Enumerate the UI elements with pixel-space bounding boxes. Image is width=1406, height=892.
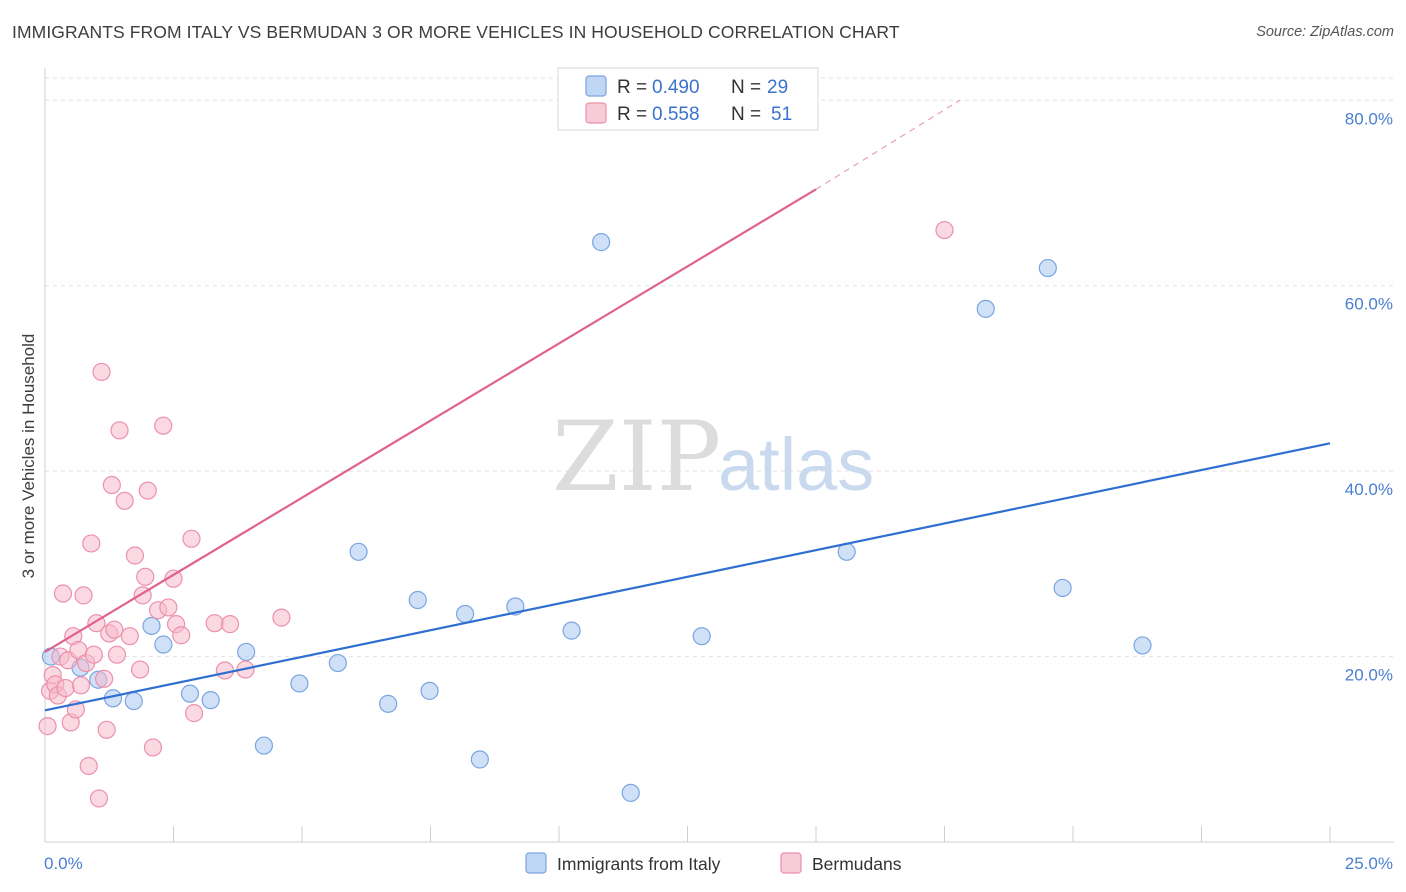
legend-n-value-bermudans: 51: [771, 104, 792, 125]
legend-r-label-bermudans: R =: [617, 104, 647, 125]
point-bermudans: [130, 660, 150, 679]
y-tick-labels: 20.0% 40.0% 60.0% 80.0%: [1345, 109, 1393, 684]
point-italy: [1133, 636, 1152, 655]
axes: [44, 68, 1394, 843]
point-bermudans: [105, 620, 124, 639]
trend-line-bermudans-extension: [815, 99, 961, 190]
point-bermudans: [272, 608, 291, 627]
point-bermudans: [95, 669, 114, 688]
y-tick-label: 20.0%: [1345, 666, 1393, 685]
trend-line-bermudans: [44, 188, 817, 653]
point-bermudans: [38, 717, 57, 736]
trend-lines: [44, 99, 1331, 712]
point-bermudans: [53, 584, 73, 603]
point-bermudans: [138, 481, 157, 500]
point-bermudans: [115, 491, 134, 510]
point-bermudans: [172, 626, 191, 645]
point-bermudans: [136, 567, 155, 586]
y-tick-label: 80.0%: [1345, 109, 1393, 128]
point-bermudans: [102, 475, 121, 495]
watermark-atlas: atlas: [718, 423, 874, 506]
watermark: ZIP atlas: [552, 401, 874, 513]
x-tick-label: 25.0%: [1345, 854, 1393, 873]
point-bermudans: [107, 645, 127, 664]
x-tick-label: 0.0%: [44, 854, 83, 873]
legend-r-value-italy: 0.490: [652, 77, 700, 98]
point-bermudans: [71, 676, 91, 695]
legend-n-label-bermudans: N =: [731, 104, 761, 125]
point-italy: [976, 299, 995, 318]
point-italy: [562, 621, 581, 640]
point-bermudans: [79, 756, 98, 776]
chart-source: Source: ZipAtlas.com: [1256, 24, 1394, 40]
point-bermudans: [143, 738, 163, 757]
legend-swatch-bermudans: [585, 102, 607, 124]
point-italy: [692, 627, 711, 646]
legend-bottom: Immigrants from Italy Bermudans: [525, 852, 902, 874]
point-italy: [621, 783, 640, 802]
point-bermudans: [220, 615, 240, 634]
point-italy: [408, 590, 427, 610]
bottom-legend-label-italy: Immigrants from Italy: [557, 854, 721, 874]
point-bermudans: [159, 598, 178, 617]
chart-title: IMMIGRANTS FROM ITALY VS BERMUDAN 3 OR M…: [12, 22, 900, 42]
point-bermudans: [205, 614, 224, 633]
bottom-legend-label-bermudans: Bermudans: [812, 854, 902, 874]
legend-n-value-italy: 29: [767, 77, 788, 98]
point-italy: [420, 681, 439, 700]
legend-n-label-italy: N =: [731, 77, 761, 98]
point-italy: [142, 616, 161, 636]
y-tick-label: 40.0%: [1345, 480, 1393, 499]
point-bermudans: [97, 720, 116, 739]
y-axis-label: 3 or more Vehicles in Household: [19, 334, 38, 579]
x-tick-labels: 0.0% 25.0%: [44, 854, 1393, 873]
legend-top: R = 0.490 N = 29 R = 0.558 N = 51: [557, 67, 819, 131]
point-italy: [592, 233, 611, 252]
watermark-zip: ZIP: [552, 401, 721, 513]
point-italy: [154, 635, 173, 654]
point-bermudans: [184, 704, 204, 723]
point-italy: [290, 674, 309, 693]
point-italy: [470, 750, 489, 769]
point-bermudans: [110, 421, 129, 440]
point-italy: [328, 653, 347, 673]
point-italy: [455, 604, 475, 624]
point-bermudans: [82, 534, 101, 553]
point-italy: [254, 736, 274, 755]
point-italy: [379, 694, 398, 713]
bottom-legend-swatch-italy: [525, 852, 547, 874]
point-italy: [201, 691, 220, 710]
point-bermudans: [215, 661, 234, 680]
point-bermudans: [92, 362, 111, 382]
point-bermudans: [182, 529, 201, 548]
point-italy: [1053, 578, 1072, 598]
point-bermudans: [154, 416, 173, 435]
point-bermudans: [84, 645, 103, 664]
trend-line-italy: [44, 442, 1331, 712]
point-bermudans: [125, 546, 145, 565]
legend-r-value-bermudans: 0.558: [652, 104, 700, 125]
data-points: [38, 220, 1152, 808]
point-bermudans: [89, 789, 109, 808]
legend-swatch-italy: [585, 75, 607, 97]
point-italy: [349, 542, 368, 561]
point-italy: [124, 691, 143, 711]
legend-r-label-italy: R =: [617, 77, 647, 98]
point-italy: [1038, 258, 1057, 278]
y-tick-label: 60.0%: [1345, 295, 1393, 314]
point-italy: [180, 684, 200, 703]
point-italy: [237, 642, 256, 662]
bottom-legend-swatch-bermudans: [780, 852, 802, 874]
point-bermudans: [120, 627, 139, 646]
point-bermudans: [56, 678, 75, 698]
point-bermudans: [74, 586, 93, 605]
point-bermudans: [935, 220, 954, 240]
